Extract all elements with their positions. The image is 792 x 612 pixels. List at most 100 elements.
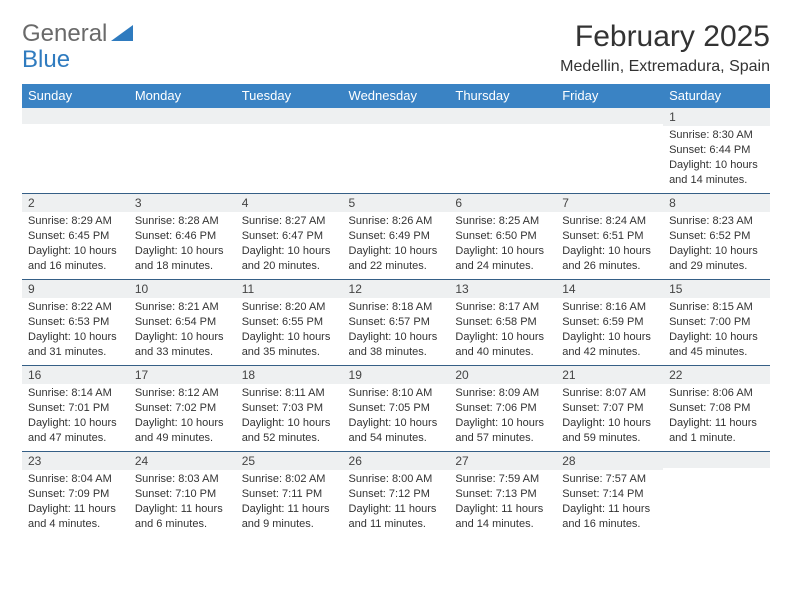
sunset-text: Sunset: 7:01 PM [28,401,123,416]
sunrise-text: Sunrise: 7:59 AM [455,472,550,487]
day-cell: 22Sunrise: 8:06 AMSunset: 7:08 PMDayligh… [663,366,770,452]
day-cell: 18Sunrise: 8:11 AMSunset: 7:03 PMDayligh… [236,366,343,452]
day-cell: 25Sunrise: 8:02 AMSunset: 7:11 PMDayligh… [236,452,343,538]
daylight-text: Daylight: 10 hours and 24 minutes. [455,244,550,274]
day-cell: 19Sunrise: 8:10 AMSunset: 7:05 PMDayligh… [343,366,450,452]
day-cell: 16Sunrise: 8:14 AMSunset: 7:01 PMDayligh… [22,366,129,452]
sunset-text: Sunset: 6:46 PM [135,229,230,244]
sunset-text: Sunset: 6:44 PM [669,143,764,158]
day-details [236,124,343,130]
day-details [449,124,556,130]
sunset-text: Sunset: 7:12 PM [349,487,444,502]
day-header: Thursday [449,84,556,108]
daylight-text: Daylight: 11 hours and 6 minutes. [135,502,230,532]
logo-triangle-icon [111,23,133,46]
day-details: Sunrise: 8:03 AMSunset: 7:10 PMDaylight:… [129,470,236,535]
day-number: 26 [343,452,450,470]
day-number [663,452,770,468]
day-cell: 27Sunrise: 7:59 AMSunset: 7:13 PMDayligh… [449,452,556,538]
sunrise-text: Sunrise: 8:28 AM [135,214,230,229]
day-number: 12 [343,280,450,298]
day-header: Wednesday [343,84,450,108]
sunrise-text: Sunrise: 7:57 AM [562,472,657,487]
day-cell: 5Sunrise: 8:26 AMSunset: 6:49 PMDaylight… [343,194,450,280]
sunset-text: Sunset: 7:00 PM [669,315,764,330]
day-cell [556,108,663,194]
day-number: 9 [22,280,129,298]
day-number: 7 [556,194,663,212]
day-details: Sunrise: 8:14 AMSunset: 7:01 PMDaylight:… [22,384,129,449]
day-number: 13 [449,280,556,298]
day-number: 11 [236,280,343,298]
day-cell: 24Sunrise: 8:03 AMSunset: 7:10 PMDayligh… [129,452,236,538]
daylight-text: Daylight: 10 hours and 14 minutes. [669,158,764,188]
sunrise-text: Sunrise: 8:10 AM [349,386,444,401]
sunset-text: Sunset: 7:10 PM [135,487,230,502]
daylight-text: Daylight: 10 hours and 47 minutes. [28,416,123,446]
sunset-text: Sunset: 7:06 PM [455,401,550,416]
day-cell: 6Sunrise: 8:25 AMSunset: 6:50 PMDaylight… [449,194,556,280]
day-details [556,124,663,130]
day-header: Tuesday [236,84,343,108]
calendar-table: Sunday Monday Tuesday Wednesday Thursday… [22,84,770,538]
day-number: 17 [129,366,236,384]
day-number: 6 [449,194,556,212]
sunset-text: Sunset: 6:52 PM [669,229,764,244]
sunrise-text: Sunrise: 8:27 AM [242,214,337,229]
day-cell [129,108,236,194]
sunrise-text: Sunrise: 8:30 AM [669,128,764,143]
sunrise-text: Sunrise: 8:04 AM [28,472,123,487]
daylight-text: Daylight: 10 hours and 35 minutes. [242,330,337,360]
day-number: 25 [236,452,343,470]
day-cell: 9Sunrise: 8:22 AMSunset: 6:53 PMDaylight… [22,280,129,366]
day-details [343,124,450,130]
day-number [556,108,663,124]
sunset-text: Sunset: 7:13 PM [455,487,550,502]
day-cell: 4Sunrise: 8:27 AMSunset: 6:47 PMDaylight… [236,194,343,280]
sunrise-text: Sunrise: 8:17 AM [455,300,550,315]
day-cell: 12Sunrise: 8:18 AMSunset: 6:57 PMDayligh… [343,280,450,366]
daylight-text: Daylight: 10 hours and 31 minutes. [28,330,123,360]
day-details: Sunrise: 8:29 AMSunset: 6:45 PMDaylight:… [22,212,129,277]
daylight-text: Daylight: 11 hours and 11 minutes. [349,502,444,532]
sunset-text: Sunset: 6:57 PM [349,315,444,330]
day-cell: 23Sunrise: 8:04 AMSunset: 7:09 PMDayligh… [22,452,129,538]
day-details: Sunrise: 8:04 AMSunset: 7:09 PMDaylight:… [22,470,129,535]
day-number: 18 [236,366,343,384]
sunset-text: Sunset: 6:55 PM [242,315,337,330]
day-cell: 20Sunrise: 8:09 AMSunset: 7:06 PMDayligh… [449,366,556,452]
week-row: 9Sunrise: 8:22 AMSunset: 6:53 PMDaylight… [22,280,770,366]
day-cell [22,108,129,194]
day-details: Sunrise: 8:07 AMSunset: 7:07 PMDaylight:… [556,384,663,449]
daylight-text: Daylight: 10 hours and 54 minutes. [349,416,444,446]
daylight-text: Daylight: 10 hours and 26 minutes. [562,244,657,274]
day-cell: 7Sunrise: 8:24 AMSunset: 6:51 PMDaylight… [556,194,663,280]
sunrise-text: Sunrise: 8:11 AM [242,386,337,401]
sunrise-text: Sunrise: 8:26 AM [349,214,444,229]
day-details: Sunrise: 8:23 AMSunset: 6:52 PMDaylight:… [663,212,770,277]
day-number: 23 [22,452,129,470]
sunrise-text: Sunrise: 8:20 AM [242,300,337,315]
logo-general: General [22,20,107,48]
daylight-text: Daylight: 10 hours and 29 minutes. [669,244,764,274]
sunset-text: Sunset: 6:47 PM [242,229,337,244]
logo-blue: Blue [22,46,70,73]
day-cell: 28Sunrise: 7:57 AMSunset: 7:14 PMDayligh… [556,452,663,538]
day-details: Sunrise: 8:18 AMSunset: 6:57 PMDaylight:… [343,298,450,363]
title-block: February 2025 Medellin, Extremadura, Spa… [560,20,770,76]
day-number: 2 [22,194,129,212]
sunset-text: Sunset: 6:59 PM [562,315,657,330]
sunrise-text: Sunrise: 8:15 AM [669,300,764,315]
sunrise-text: Sunrise: 8:21 AM [135,300,230,315]
sunset-text: Sunset: 6:58 PM [455,315,550,330]
day-number: 21 [556,366,663,384]
day-number: 10 [129,280,236,298]
sunset-text: Sunset: 7:07 PM [562,401,657,416]
day-number: 15 [663,280,770,298]
sunset-text: Sunset: 6:49 PM [349,229,444,244]
sunrise-text: Sunrise: 8:29 AM [28,214,123,229]
day-cell [236,108,343,194]
page-header: General February 2025 Medellin, Extremad… [22,20,770,76]
day-header-row: Sunday Monday Tuesday Wednesday Thursday… [22,84,770,108]
sunrise-text: Sunrise: 8:02 AM [242,472,337,487]
